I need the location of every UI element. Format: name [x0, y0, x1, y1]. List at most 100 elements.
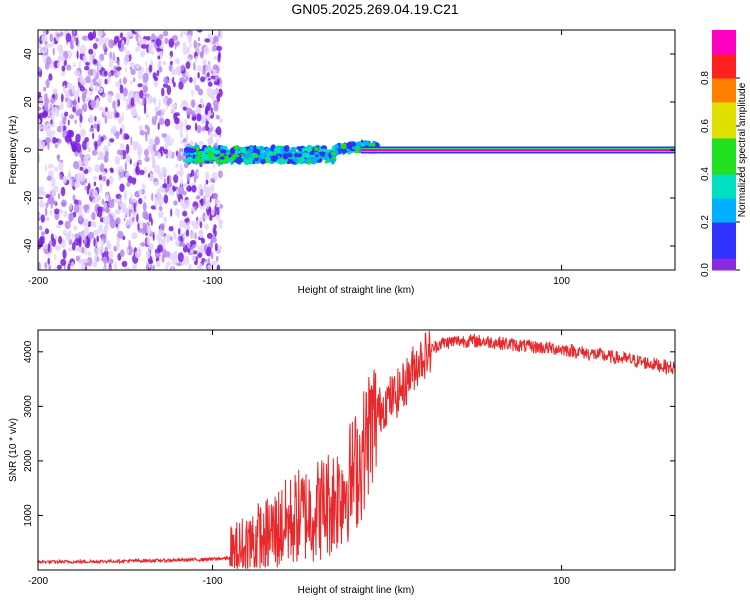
colorbar-segment: [712, 200, 736, 203]
spectral-noise-blob: [199, 221, 203, 229]
spectral-noise-blob: [147, 125, 150, 136]
spectral-noise-blob: [198, 244, 205, 255]
spectral-noise-blob: [210, 107, 213, 114]
spectral-noise-blob: [38, 112, 45, 118]
spectral-noise-blob: [105, 206, 110, 214]
spectral-noise-blob: [125, 171, 130, 178]
colorbar-segment: [712, 30, 736, 33]
spectral-cluster-blob: [197, 150, 203, 158]
spectral-noise-blob: [73, 70, 80, 77]
spectral-noise-blob: [75, 255, 80, 262]
spectral-noise-blob: [213, 133, 218, 138]
spectral-noise-blob: [157, 152, 162, 160]
spectral-noise-blob: [207, 122, 213, 128]
colorbar-segment: [712, 122, 736, 125]
spectral-noise-blob: [203, 45, 210, 55]
spectral-noise-blob: [119, 165, 123, 173]
spectral-noise-blob: [46, 175, 52, 181]
spectral-noise-blob: [166, 261, 171, 267]
colorbar-segment: [712, 212, 736, 215]
spectral-noise-blob: [101, 37, 107, 44]
spectral-noise-blob: [204, 214, 210, 219]
spectral-noise-blob: [187, 34, 193, 44]
spectral-noise-blob: [188, 263, 192, 270]
spectral-noise-blob: [98, 134, 101, 144]
spectral-noise-blob: [97, 156, 101, 161]
spectral-noise-blob: [179, 164, 183, 171]
spectral-noise-blob: [83, 218, 89, 228]
spectral-noise-blob: [106, 216, 111, 226]
colorbar-segment: [712, 254, 736, 257]
spectral-cluster-blob: [219, 149, 227, 154]
spectral-noise-blob: [154, 106, 160, 113]
spectral-noise-blob: [109, 51, 112, 60]
spectral-noise-blob: [169, 60, 173, 66]
colorbar-segment: [712, 114, 736, 117]
spectral-noise-blob: [75, 110, 82, 117]
spectral-noise-blob: [175, 163, 179, 168]
spectral-cluster-blob: [258, 145, 264, 152]
colorbar-segment: [712, 34, 736, 37]
spectral-noise-blob: [160, 113, 164, 119]
spectral-noise-blob: [141, 44, 148, 49]
spectral-noise-blob: [163, 177, 166, 185]
spectral-noise-blob: [44, 137, 51, 144]
colorbar-segment: [712, 82, 736, 85]
spectral-noise-blob: [45, 78, 50, 89]
colorbar-segment: [712, 204, 736, 207]
spectral-noise-blob: [141, 39, 148, 45]
spectral-noise-blob: [161, 166, 168, 176]
spectral-cluster-blob: [306, 144, 313, 152]
colorbar-segment: [712, 146, 736, 149]
spectral-noise-blob: [175, 170, 181, 176]
spectral-noise-blob: [38, 106, 42, 111]
spectral-noise-blob: [185, 124, 192, 130]
spectral-noise-blob: [95, 37, 99, 42]
spectral-noise-blob: [80, 246, 85, 254]
spectral-noise-blob: [194, 205, 197, 212]
colorbar-segment: [712, 226, 736, 229]
spectral-cluster-blob: [229, 147, 236, 155]
spectral-noise-blob: [176, 188, 179, 194]
spectrogram-frame: [37, 29, 676, 271]
colorbar-segment: [712, 66, 736, 69]
colorbar-segment: [712, 268, 736, 271]
spectral-noise-blob: [153, 76, 159, 82]
spectral-cluster-blob: [363, 140, 368, 146]
colorbar-segment: [712, 38, 736, 41]
spectral-noise-blob: [121, 130, 124, 141]
spectral-noise-blob: [103, 51, 107, 56]
colorbar-segment: [712, 230, 736, 233]
spectral-noise-blob: [215, 255, 219, 262]
spectral-noise-blob: [218, 170, 223, 179]
spectral-cluster-blob: [249, 145, 254, 152]
spectral-noise-blob: [95, 241, 98, 248]
spectral-noise-blob: [196, 113, 202, 122]
spectral-noise-blob: [115, 217, 121, 225]
spectral-noise-blob: [206, 232, 213, 239]
spectral-noise-blob: [52, 88, 58, 94]
colorbar-segment: [712, 154, 736, 157]
spectral-noise-blob: [105, 194, 109, 200]
spectral-noise-blob: [185, 133, 189, 141]
colorbar-segment: [712, 70, 736, 73]
snr-y-tick-label: 4000: [23, 340, 34, 363]
spectral-noise-blob: [96, 235, 100, 243]
spectral-noise-blob: [73, 225, 78, 232]
spectral-noise-blob: [91, 211, 96, 221]
spectral-noise-blob: [146, 225, 152, 235]
spectral-noise-blob: [172, 231, 176, 240]
spectral-noise-blob: [206, 72, 210, 78]
spectral-noise-blob: [130, 79, 133, 85]
spectral-noise-blob: [208, 81, 213, 87]
colorbar-segment: [712, 134, 736, 137]
spectral-noise-blob: [193, 40, 197, 49]
colorbar-segment: [712, 138, 736, 141]
spectral-noise-blob: [148, 44, 153, 55]
colorbar-segment: [712, 222, 736, 225]
spectral-noise-blob: [41, 231, 46, 236]
spectral-cluster-blob: [183, 147, 191, 153]
spectral-cluster-blob: [277, 158, 285, 164]
spectral-cluster-blob: [341, 148, 348, 154]
